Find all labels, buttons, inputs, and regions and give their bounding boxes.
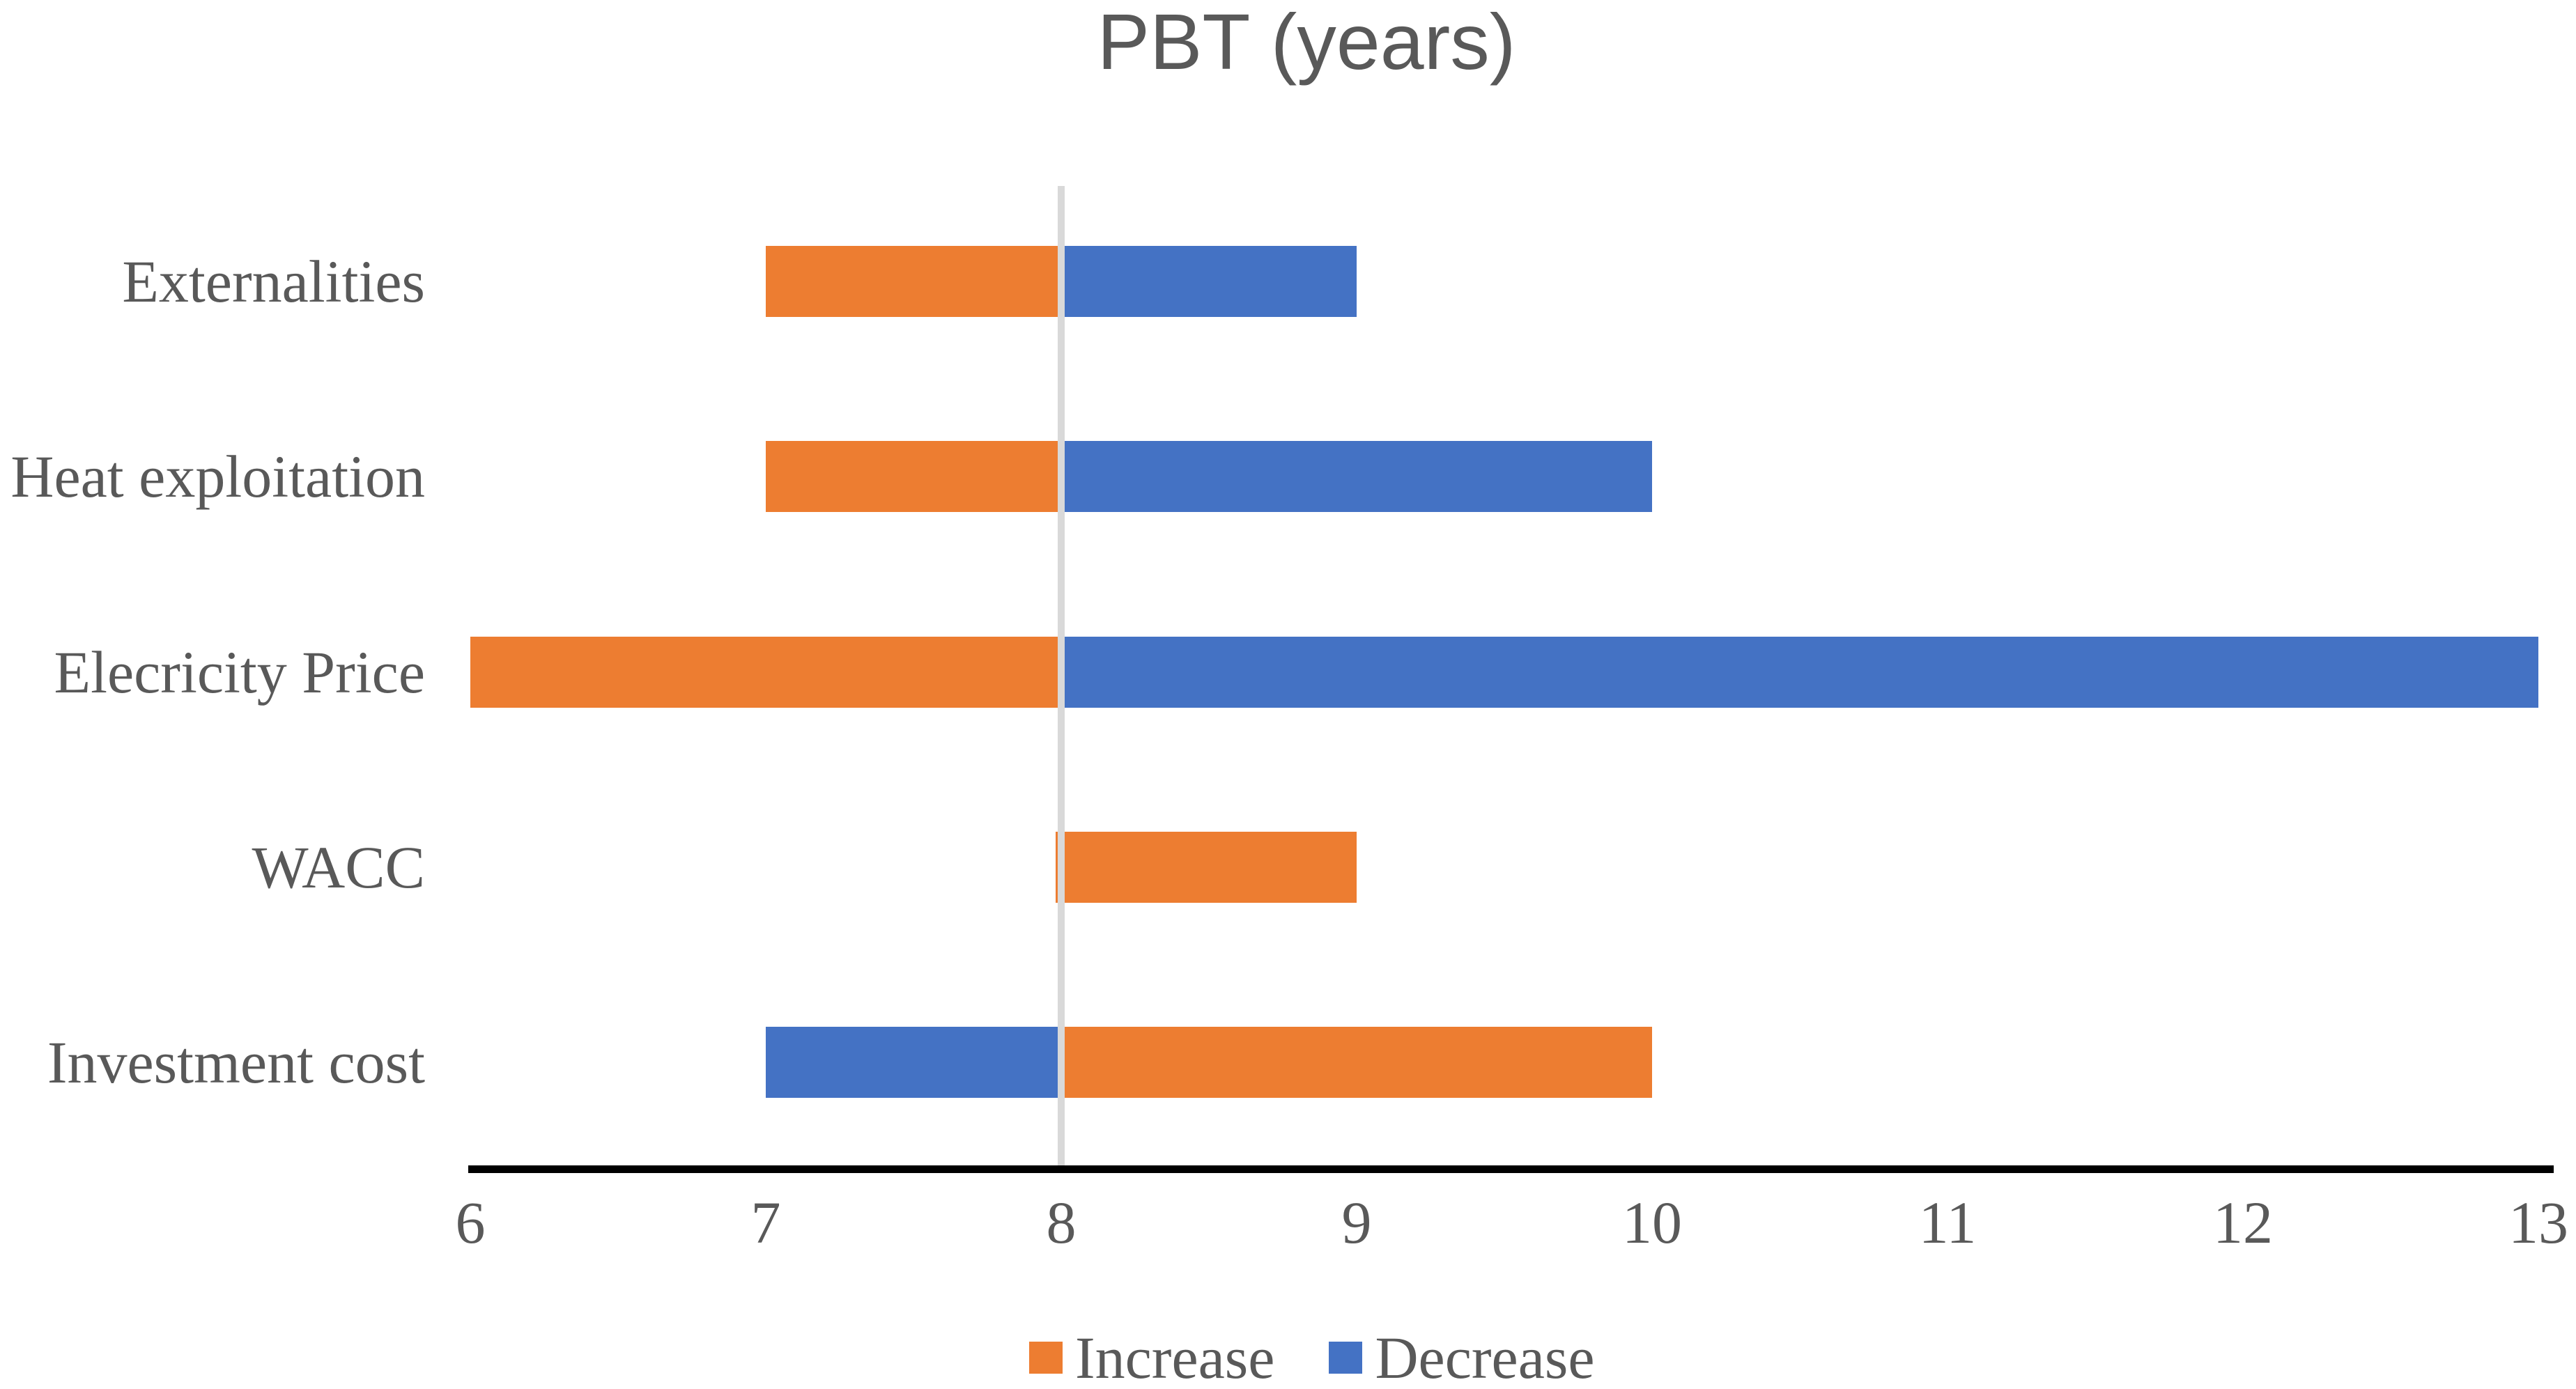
x-tick-label: 8 xyxy=(1046,1189,1077,1256)
x-tick-label: 9 xyxy=(1341,1189,1372,1256)
category-label: Heat exploitation xyxy=(10,443,425,511)
x-tick-label: 12 xyxy=(2213,1189,2273,1256)
chart-title: PBT (years) xyxy=(1097,0,1516,86)
decrease-bar xyxy=(1061,636,2538,708)
legend-swatch-decrease xyxy=(1329,1342,1363,1374)
x-tick-label: 7 xyxy=(750,1189,781,1256)
decrease-bar xyxy=(766,1027,1061,1099)
x-tick-label: 11 xyxy=(1918,1189,1977,1256)
category-label: Investment cost xyxy=(47,1029,425,1096)
legend-label: Increase xyxy=(1075,1324,1275,1389)
increase-bar xyxy=(766,441,1061,513)
increase-bar xyxy=(1061,1027,1652,1099)
increase-bar xyxy=(1055,831,1357,903)
legend-label: Decrease xyxy=(1375,1324,1595,1389)
legend: Increase Decrease xyxy=(1029,1324,1595,1389)
category-label: WACC xyxy=(252,833,425,901)
x-tick-label: 6 xyxy=(455,1189,486,1256)
increase-bar xyxy=(766,246,1061,317)
x-tick-label: 13 xyxy=(2508,1189,2568,1256)
decrease-bar xyxy=(1061,441,1652,513)
legend-item: Increase xyxy=(1029,1324,1274,1389)
decrease-bar xyxy=(1061,246,1357,317)
legend-swatch-increase xyxy=(1029,1342,1063,1374)
base-reference-line xyxy=(1058,186,1065,1170)
increase-bar xyxy=(470,636,1061,708)
category-label: Externalities xyxy=(122,248,425,315)
legend-item: Decrease xyxy=(1329,1324,1595,1389)
x-axis-line xyxy=(468,1165,2554,1173)
category-label: Elecricity Price xyxy=(54,638,425,706)
x-tick-label: 10 xyxy=(1622,1189,1682,1256)
